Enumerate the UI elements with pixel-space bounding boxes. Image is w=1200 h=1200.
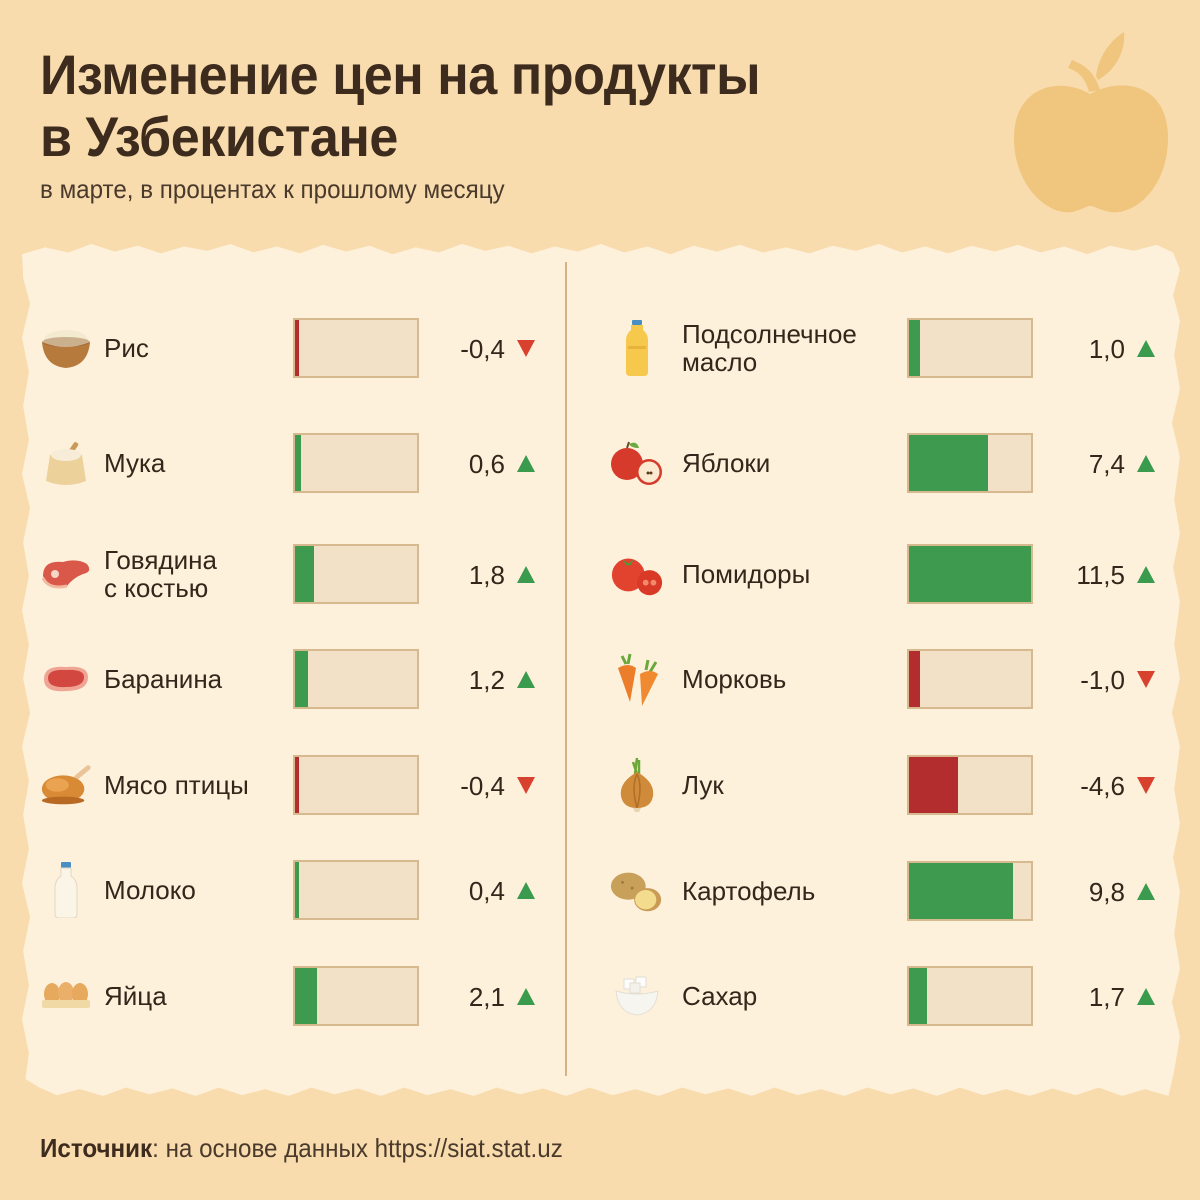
item-value: 1,2 [468,665,505,695]
apple-icon [1014,32,1168,213]
bar-negative [909,757,958,813]
item-label: Баранина [104,664,223,694]
item-value: -0,4 [460,771,505,801]
item-label: Яблоки [682,448,771,478]
source-note: Источник: на основе данных https://siat.… [40,1133,563,1163]
item-value: -0,4 [460,334,505,364]
item-label: Мука [104,448,166,478]
item-label: Сахар [682,981,758,1011]
roast-chicken-icon [38,757,94,813]
item-label: Говядина с костью [104,545,217,603]
item-label: Картофель [682,876,816,906]
arrow-up-icon [517,988,535,1005]
item-value: 1,0 [1088,334,1125,364]
arrow-up-icon [517,455,535,472]
item-label: Молоко [104,875,196,905]
bar-positive [909,968,927,1024]
title-line-2: в Узбекистане [40,105,398,168]
bar-track [907,544,1033,604]
item-value: 9,8 [1088,877,1125,907]
bar-positive [295,968,317,1024]
bar-positive [909,546,1031,602]
bar-track [293,860,419,920]
arrow-up-icon [517,882,535,899]
item-label: Яйца [104,981,167,1011]
bar-positive [909,320,920,376]
bar-positive [295,862,299,918]
item-label: Помидоры [682,559,811,589]
milk-bottle-icon [38,862,94,918]
bar-negative [295,757,299,813]
item-label: Рис [104,333,149,363]
tomatoes-icon [609,546,665,602]
bar-track [907,861,1033,921]
arrow-up-icon [517,566,535,583]
arrow-down-icon [1137,777,1155,794]
item-value: 0,4 [468,876,505,906]
arrow-up-icon [1137,883,1155,900]
oil-bottle-icon [609,320,665,376]
item-label: Лук [682,770,724,800]
bar-negative [909,651,920,707]
bar-track [293,433,419,493]
sugar-bowl-icon [609,968,665,1024]
item-value: 2,1 [468,982,505,1012]
bar-track [293,966,419,1026]
lamb-meat-icon [38,651,94,707]
bar-track [293,544,419,604]
bar-positive [295,435,301,491]
apples-icon [609,435,665,491]
bar-positive [295,651,308,707]
bar-track [293,755,419,815]
arrow-down-icon [517,777,535,794]
eggs-icon [38,968,94,1024]
arrow-up-icon [1137,988,1155,1005]
arrow-up-icon [517,671,535,688]
item-value: -1,0 [1080,665,1125,695]
bar-positive [295,546,314,602]
bar-track [293,649,419,709]
bar-track [907,433,1033,493]
onion-icon [609,757,665,813]
bar-track [907,318,1033,378]
bar-track [907,966,1033,1026]
item-value: 1,7 [1088,982,1125,1012]
item-label: Мясо птицы [104,770,249,800]
rice-bowl-icon [38,320,94,376]
bar-negative [295,320,299,376]
item-value: 11,5 [1076,560,1125,590]
carrots-icon [609,651,665,707]
beef-steak-icon [38,546,94,602]
subtitle: в марте, в процентах к прошлому месяцу [40,174,505,204]
item-label: Морковь [682,664,787,694]
page-title: Изменение цен на продукты в Узбекистане [40,43,761,168]
bar-positive [909,435,988,491]
bar-track [907,755,1033,815]
source-text: на основе данных https://siat.stat.uz [158,1133,563,1163]
flour-sack-icon [38,435,94,491]
item-value: 7,4 [1088,449,1125,479]
potatoes-icon [609,863,665,919]
item-label: Подсолнечное масло [682,319,857,377]
column-divider [565,262,567,1076]
item-value: 0,6 [468,449,505,479]
bar-track [907,649,1033,709]
item-value: 1,8 [468,560,505,590]
arrow-up-icon [1137,566,1155,583]
bar-track [293,318,419,378]
bar-positive [909,863,1013,919]
source-label: Источник [40,1133,153,1163]
arrow-down-icon [517,340,535,357]
item-value: -4,6 [1080,771,1125,801]
arrow-up-icon [1137,340,1155,357]
title-line-1: Изменение цен на продукты [40,43,761,106]
arrow-down-icon [1137,671,1155,688]
arrow-up-icon [1137,455,1155,472]
